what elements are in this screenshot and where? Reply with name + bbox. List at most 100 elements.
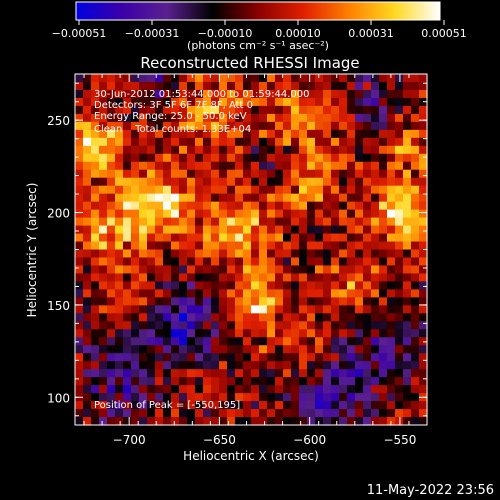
heatmap-cell — [155, 337, 164, 346]
heatmap-cell — [131, 145, 140, 155]
heatmap-cell — [395, 401, 404, 410]
heatmap-cell — [419, 297, 428, 306]
heatmap-cell — [139, 353, 148, 362]
heatmap-cell — [331, 113, 340, 123]
heatmap-cell — [283, 105, 292, 115]
heatmap-cell — [331, 185, 340, 195]
heatmap-cell — [195, 145, 204, 155]
heatmap-cell — [267, 289, 276, 298]
heatmap-cell — [363, 233, 372, 243]
heatmap-cell — [331, 217, 340, 227]
heatmap-cell — [331, 233, 340, 243]
heatmap-cell — [283, 377, 292, 386]
heatmap-cell — [115, 145, 124, 155]
heatmap-cell — [75, 305, 84, 314]
heatmap-cell — [99, 393, 108, 402]
heatmap-cell — [219, 193, 228, 203]
heatmap-cell — [195, 185, 204, 195]
heatmap-cell — [315, 265, 324, 275]
heatmap-cell — [219, 377, 228, 386]
heatmap-cell — [147, 89, 156, 99]
heatmap-cell — [419, 161, 428, 171]
heatmap-cell — [259, 193, 268, 203]
heatmap-cell — [155, 289, 164, 298]
heatmap-cell — [83, 401, 92, 410]
heatmap-cell — [107, 169, 116, 179]
heatmap-cell — [347, 217, 356, 227]
heatmap-cell — [259, 121, 268, 131]
heatmap-cell — [339, 265, 348, 275]
heatmap-cell — [419, 345, 428, 354]
heatmap-cell — [235, 193, 244, 203]
heatmap-cell — [251, 233, 260, 243]
heatmap-cell — [227, 89, 236, 99]
heatmap-cell — [99, 321, 108, 330]
heatmap-cell — [227, 377, 236, 386]
heatmap-cell — [75, 329, 84, 338]
heatmap-cell — [379, 185, 388, 195]
heatmap-cell — [115, 193, 124, 203]
heatmap-cell — [419, 193, 428, 203]
heatmap-cell — [395, 377, 404, 386]
heatmap-cell — [235, 249, 244, 259]
heatmap-cell — [259, 321, 268, 330]
heatmap-cell — [187, 209, 196, 219]
heatmap-cell — [259, 129, 268, 139]
heatmap-cell — [331, 353, 340, 362]
heatmap-cell — [371, 369, 380, 378]
heatmap-cell — [227, 313, 236, 322]
heatmap-cell — [395, 369, 404, 378]
heatmap-cell — [251, 81, 260, 91]
heatmap-cell — [99, 113, 108, 123]
heatmap-cell — [371, 89, 380, 99]
heatmap-cell — [243, 105, 252, 115]
heatmap-cell — [187, 169, 196, 179]
heatmap-cell — [315, 417, 324, 426]
heatmap-cell — [387, 289, 396, 298]
heatmap-cell — [323, 177, 332, 187]
heatmap-cell — [235, 281, 244, 290]
heatmap-cell — [107, 409, 116, 418]
heatmap-cell — [307, 385, 316, 394]
heatmap-cell — [139, 113, 148, 123]
heatmap-cell — [147, 241, 156, 251]
heatmap-cell — [171, 153, 180, 163]
heatmap-cell — [283, 321, 292, 330]
heatmap-cell — [171, 129, 180, 139]
heatmap-cell — [139, 105, 148, 115]
heatmap-cell — [203, 273, 212, 283]
heatmap-cell — [131, 241, 140, 251]
heatmap-cell — [83, 74, 92, 83]
heatmap-cell — [139, 297, 148, 306]
heatmap-cell — [283, 265, 292, 275]
heatmap-cell — [403, 313, 412, 322]
heatmap-cell — [371, 249, 380, 259]
heatmap-cell — [403, 169, 412, 179]
heatmap-cell — [123, 113, 132, 123]
heatmap-cell — [291, 145, 300, 155]
heatmap-cell — [115, 97, 124, 107]
heatmap-cell — [195, 361, 204, 370]
heatmap-cell — [155, 417, 164, 426]
heatmap-cell — [147, 281, 156, 290]
heatmap-cell — [139, 401, 148, 410]
heatmap-cell — [115, 297, 124, 306]
heatmap-cell — [379, 137, 388, 147]
heatmap-cell — [187, 137, 196, 147]
heatmap-cell — [347, 265, 356, 275]
heatmap-cell — [395, 249, 404, 259]
heatmap-cell — [211, 81, 220, 91]
heatmap-cell — [115, 385, 124, 394]
heatmap-cell — [75, 105, 84, 115]
heatmap-cell — [91, 145, 100, 155]
heatmap-cell — [139, 185, 148, 195]
heatmap-cell — [323, 81, 332, 91]
footer-date: 11-May-2022 23:56 — [367, 483, 494, 498]
heatmap-cell — [267, 273, 276, 283]
heatmap-cell — [387, 217, 396, 227]
heatmap-cell — [227, 385, 236, 394]
heatmap-cell — [163, 217, 172, 227]
heatmap-cell — [83, 361, 92, 370]
heatmap-cell — [131, 393, 140, 402]
heatmap-cell — [291, 81, 300, 91]
